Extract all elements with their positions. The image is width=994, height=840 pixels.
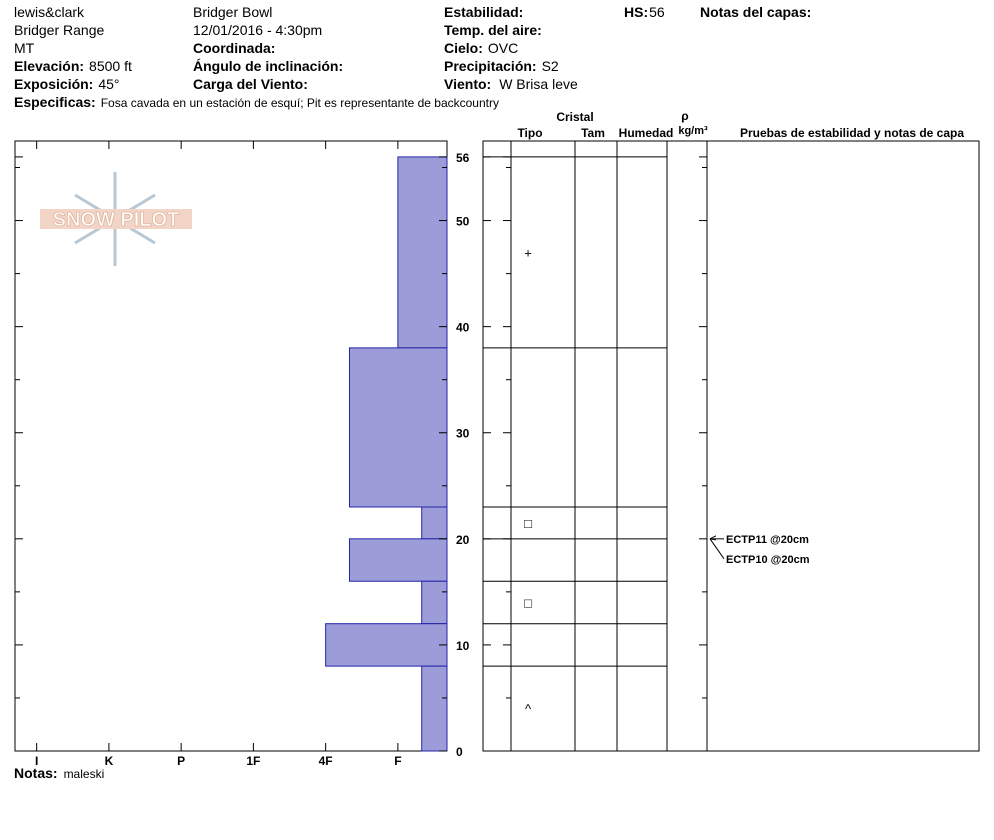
value: S2 [542, 58, 559, 74]
wind-loading-label: Carga del Viento: [193, 76, 308, 92]
hardness-bar [421, 580, 448, 625]
test-arrow [709, 538, 725, 560]
label: Exposición: [14, 76, 93, 92]
logo-text: SNOW PILOT [53, 209, 180, 231]
y-tick-label: 20 [456, 533, 470, 547]
wind: Viento: W Brisa leve [444, 76, 578, 92]
value: 56 [649, 4, 665, 20]
density-header: ρ [681, 109, 688, 123]
label: HS: [624, 4, 648, 20]
crystal-header: Cristal [556, 110, 593, 124]
label: Elevación: [14, 58, 84, 74]
hardness-bar [348, 538, 448, 582]
value: 8500 ft [89, 58, 132, 74]
aspect: Exposición: 45° [14, 76, 120, 92]
observer: lewis&clark [14, 4, 85, 20]
x-tick-label: I [35, 754, 38, 768]
y-tick-label: 56 [456, 151, 470, 165]
hardness-bar [397, 156, 448, 349]
grain-type: + [524, 245, 532, 260]
grain-type: ^ [525, 702, 532, 717]
hardness-bar [325, 623, 448, 667]
test-arrow-head [709, 538, 717, 541]
test-arrow-head [709, 535, 717, 540]
x-tick-label: K [105, 754, 114, 768]
value: maleski [64, 767, 105, 781]
stability-label: Estabilidad: [444, 4, 523, 20]
label: Precipitación: [444, 58, 537, 74]
y-tick-label: 0 [456, 745, 463, 759]
air-temp-label: Temp. del aire: [444, 22, 542, 38]
x-tick-label: P [177, 754, 185, 768]
notes: Notas: maleski [14, 765, 104, 781]
hardness-bar [421, 665, 448, 752]
sky: Cielo: OVC [444, 40, 518, 56]
moisture-header: Humedad [619, 126, 674, 140]
logo-band [40, 209, 192, 229]
y-tick-label: 30 [456, 427, 470, 441]
value: Fosa cavada en un estación de esquí; Pit… [101, 96, 499, 110]
y-tick-label: 40 [456, 321, 470, 335]
x-tick-label: 4F [319, 754, 333, 768]
label: Especificas: [14, 94, 96, 110]
grain-type: □ [524, 516, 532, 531]
x-tick-label: 1F [246, 754, 260, 768]
datetime: 12/01/2016 - 4:30pm [193, 22, 322, 38]
size-header: Tam [581, 126, 605, 140]
location: Bridger Bowl [193, 4, 272, 20]
value: 45° [98, 76, 119, 92]
test-label: ECTP10 @20cm [726, 554, 810, 566]
precipitation: Precipitación: S2 [444, 58, 559, 74]
specifics: Especificas: Fosa cavada en un estación d… [14, 94, 499, 110]
grain-type: □ [524, 595, 532, 610]
label: Viento: [444, 76, 491, 92]
density-unit: kg/m³ [678, 125, 708, 137]
table-frame [482, 140, 980, 752]
y-tick-label: 10 [456, 639, 470, 653]
label: Notas: [14, 765, 58, 781]
y-tick-label: 50 [456, 215, 470, 229]
hs: HS:56 [624, 4, 665, 20]
test-label: ECTP11 @20cm [726, 534, 809, 546]
type-header: Tipo [517, 126, 542, 140]
coordinates-label: Coordinada: [193, 40, 275, 56]
range: Bridger Range [14, 22, 104, 38]
slope-label: Ángulo de inclinación: [193, 58, 343, 74]
hardness-bar [348, 347, 448, 508]
state: MT [14, 40, 35, 56]
value: W Brisa leve [499, 76, 578, 92]
x-tick-label: F [394, 754, 401, 768]
value: OVC [488, 40, 518, 56]
layer-notes-label: Notas del capas: [700, 4, 811, 20]
tests-header: Pruebas de estabilidad y notas de capa [740, 126, 964, 140]
label: Cielo: [444, 40, 483, 56]
hardness-bar [421, 506, 448, 540]
elevation: Elevación: 8500 ft [14, 58, 132, 74]
